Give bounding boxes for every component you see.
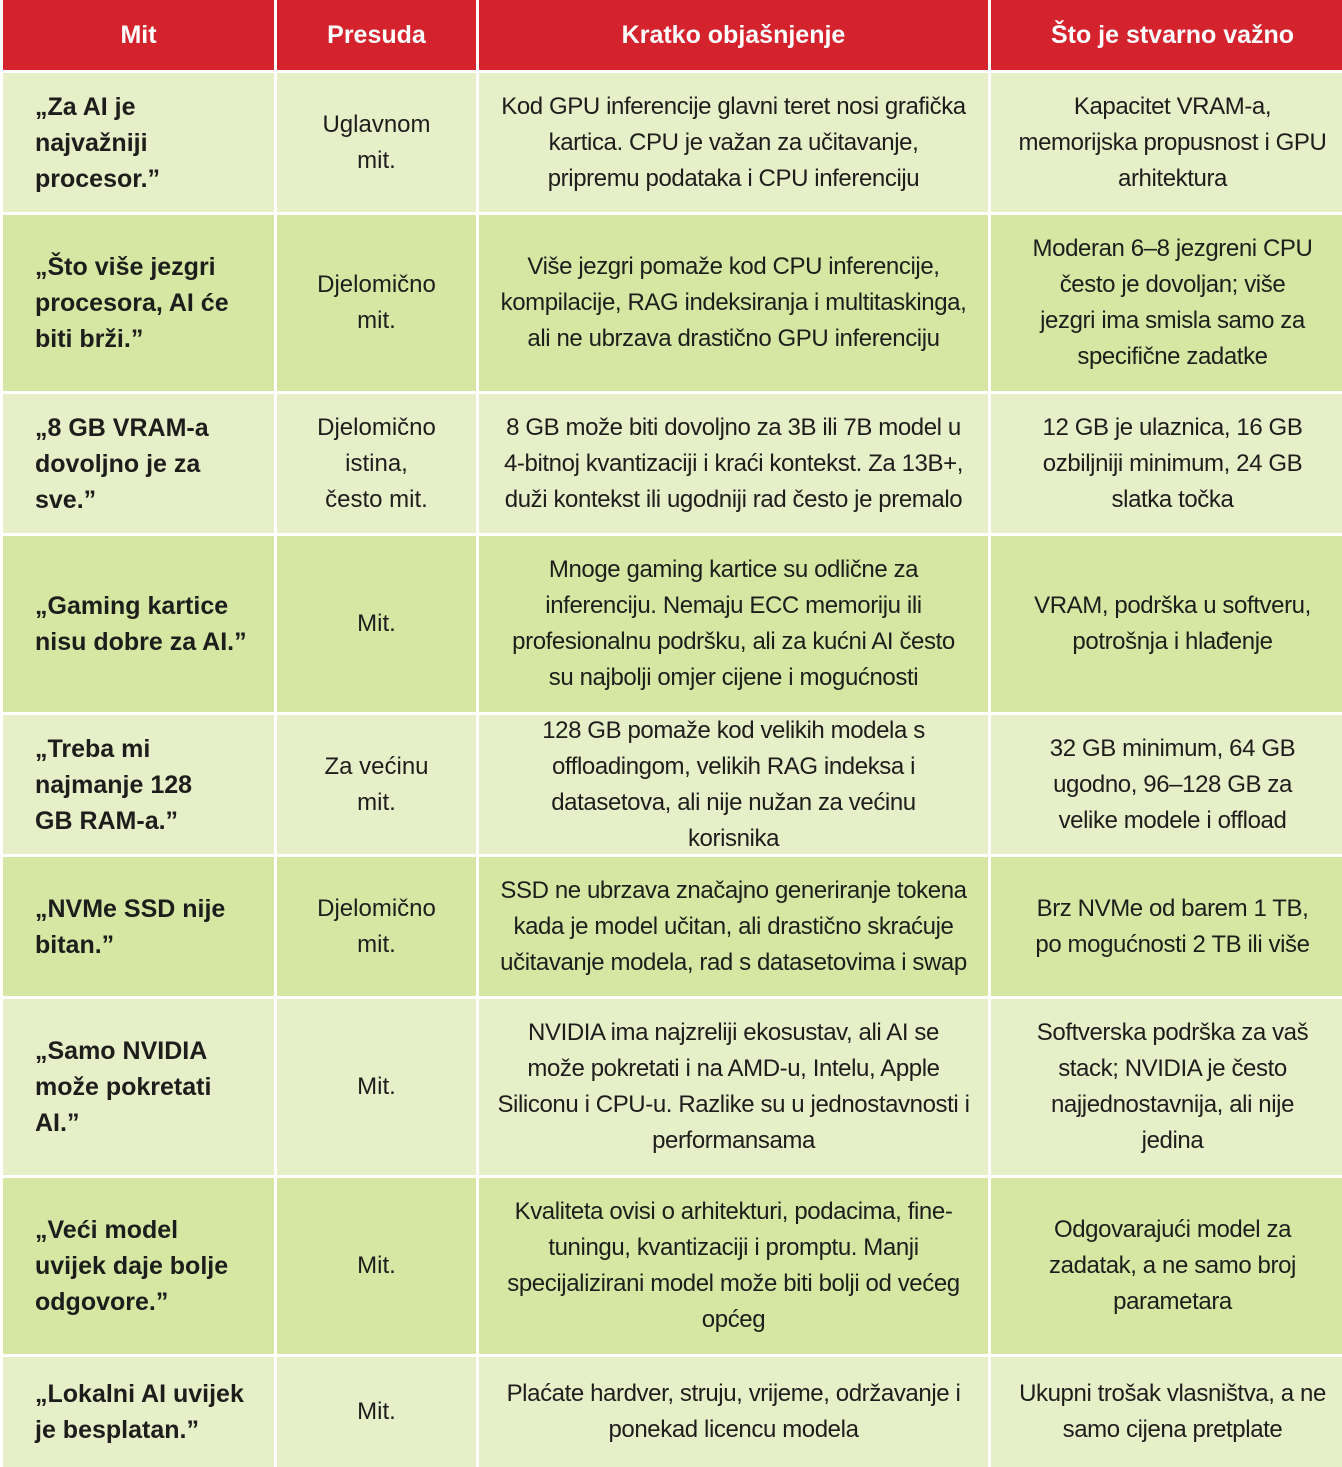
row-important: Moderan 6–8 jezgreni CPU često je dovolj… [991,215,1342,391]
row-myth: „Treba mi najmanje 128 GB RAM-a.” [3,715,274,854]
row-explanation: Kvaliteta ovisi o arhitekturi, podacima,… [479,1178,988,1354]
row-explanation: 128 GB pomaže kod velikih modela s offlo… [479,715,988,854]
row-verdict: Mit. [277,999,476,1175]
row-verdict: Djelomično istina, često mit. [277,394,476,533]
row-myth: „Samo NVIDIA može pokretati AI.” [3,999,274,1175]
row-myth: „Što više jezgri procesora, AI će biti b… [3,215,274,391]
row-verdict: Za većinu mit. [277,715,476,854]
row-myth: „8 GB VRAM-a dovoljno je za sve.” [3,394,274,533]
header-myth: Mit [3,0,274,70]
row-explanation: Više jezgri pomaže kod CPU inferencije, … [479,215,988,391]
row-important: Ukupni trošak vlasništva, a ne samo cije… [991,1357,1342,1467]
row-explanation: Kod GPU inferencije glavni teret nosi gr… [479,73,988,212]
row-important: VRAM, podrška u softveru, potrošnja i hl… [991,536,1342,712]
row-verdict: Mit. [277,1357,476,1467]
row-important: 12 GB je ulaznica, 16 GB ozbiljniji mini… [991,394,1342,533]
header-important: Što je stvarno važno [991,0,1342,70]
row-important: Softverska podrška za vaš stack; NVIDIA … [991,999,1342,1175]
row-verdict: Mit. [277,536,476,712]
row-myth: „Veći model uvijek daje bolje odgovore.” [3,1178,274,1354]
row-explanation: Mnoge gaming kartice su odlične za infer… [479,536,988,712]
row-verdict: Uglavnom mit. [277,73,476,212]
row-myth: „Lokalni AI uvijek je besplatan.” [3,1357,274,1467]
row-important: Odgovarajući model za zadatak, a ne samo… [991,1178,1342,1354]
header-explanation: Kratko objašnjenje [479,0,988,70]
row-verdict: Djelomično mit. [277,857,476,996]
row-important: 32 GB minimum, 64 GB ugodno, 96–128 GB z… [991,715,1342,854]
header-verdict: Presuda [277,0,476,70]
row-important: Brz NVMe od barem 1 TB, po mogućnosti 2 … [991,857,1342,996]
row-explanation: Plaćate hardver, struju, vrijeme, održav… [479,1357,988,1467]
row-verdict: Mit. [277,1178,476,1354]
row-myth: „Za AI je najvažniji procesor.” [3,73,274,212]
row-explanation: NVIDIA ima najzreliji ekosustav, ali AI … [479,999,988,1175]
row-myth: „NVMe SSD nije bitan.” [3,857,274,996]
row-important: Kapacitet VRAM-a, memorijska propusnost … [991,73,1342,212]
row-myth: „Gaming kartice nisu dobre za AI.” [3,536,274,712]
row-explanation: SSD ne ubrzava značajno generiranje toke… [479,857,988,996]
row-verdict: Djelomično mit. [277,215,476,391]
row-explanation: 8 GB može biti dovoljno za 3B ili 7B mod… [479,394,988,533]
